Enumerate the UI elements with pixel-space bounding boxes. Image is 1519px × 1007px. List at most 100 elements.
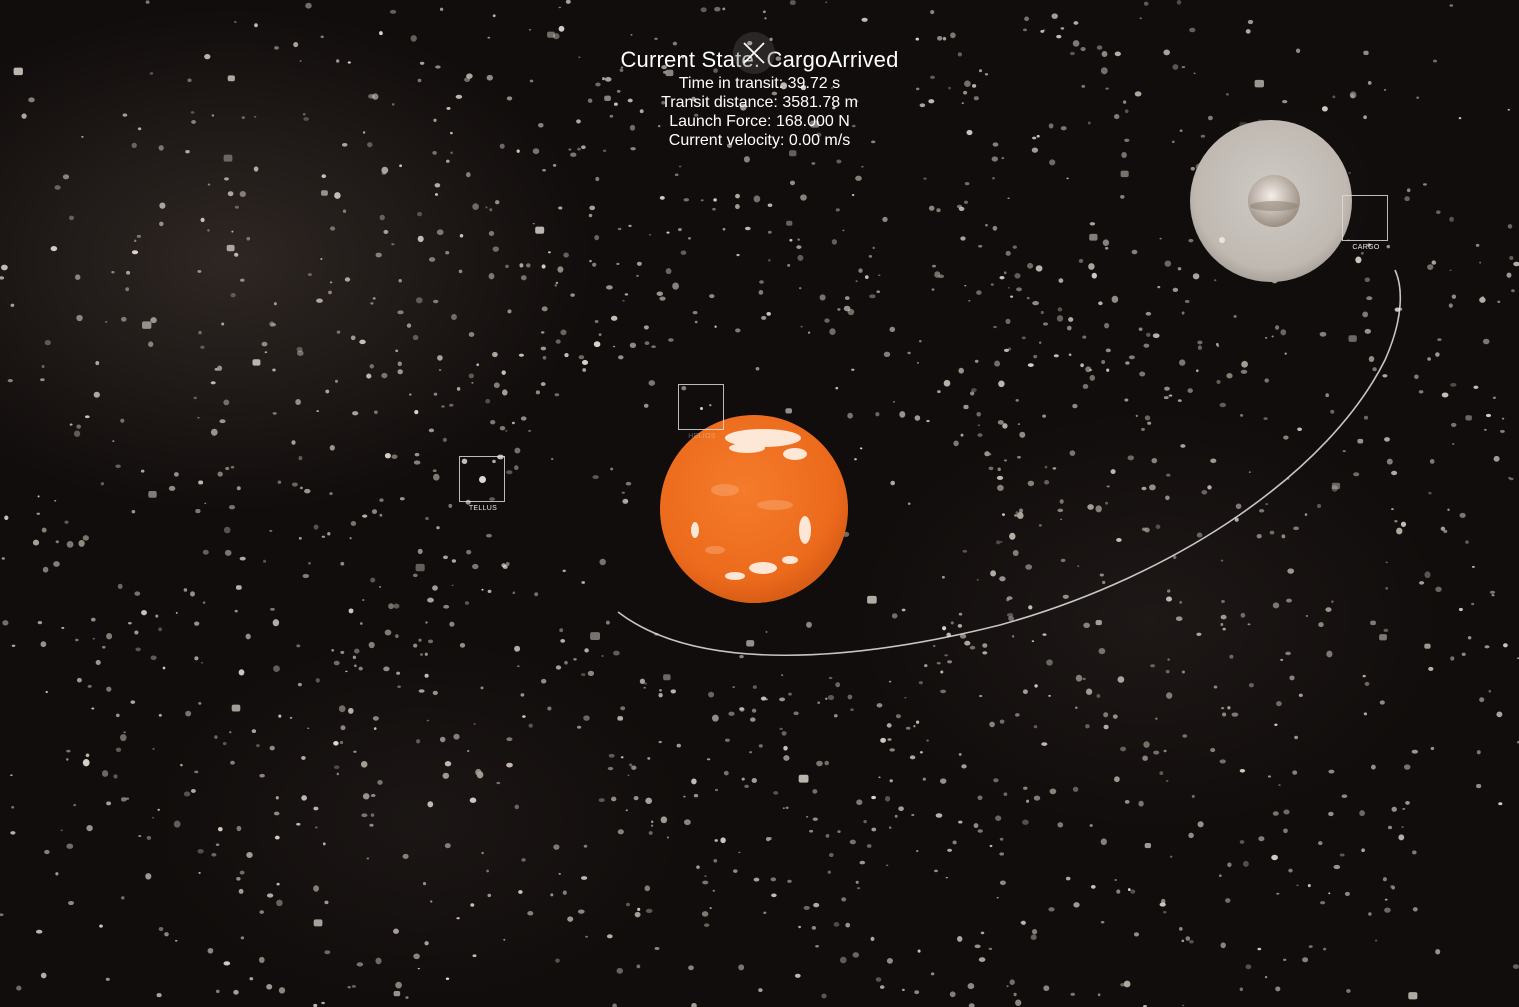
asteroid xyxy=(1396,527,1403,535)
asteroid xyxy=(1017,512,1024,520)
asteroid xyxy=(66,749,71,753)
asteroid xyxy=(417,78,422,83)
bright-star xyxy=(963,404,969,410)
cargo-marker[interactable]: CARGO xyxy=(1342,195,1388,251)
asteroid xyxy=(54,499,57,502)
asteroid xyxy=(352,411,359,416)
bright-star xyxy=(1357,438,1364,444)
asteroid xyxy=(709,404,712,407)
asteroid xyxy=(828,852,834,858)
asteroid xyxy=(1101,50,1108,58)
asteroid xyxy=(1318,622,1324,628)
asteroid xyxy=(164,932,169,937)
asteroid xyxy=(1167,658,1170,661)
asteroid xyxy=(137,127,142,131)
asteroid xyxy=(1143,1004,1147,1007)
asteroid xyxy=(780,82,788,90)
asteroid xyxy=(334,192,341,199)
asteroid xyxy=(976,578,979,581)
asteroid xyxy=(204,502,207,505)
asteroid xyxy=(864,275,869,279)
asteroid xyxy=(1323,947,1327,951)
asteroid xyxy=(738,851,741,854)
asteroid xyxy=(1134,91,1142,97)
asteroid xyxy=(1367,243,1371,247)
asteroid xyxy=(1059,499,1064,504)
asteroid xyxy=(1242,860,1249,867)
asteroid xyxy=(592,262,597,267)
asteroid xyxy=(458,269,463,274)
asteroid xyxy=(691,778,697,785)
asteroid xyxy=(1181,939,1185,943)
asteroid xyxy=(741,777,745,781)
destination-planet[interactable] xyxy=(1180,110,1370,300)
asteroid xyxy=(547,706,552,711)
asteroid xyxy=(1284,352,1287,355)
asteroid xyxy=(1181,66,1186,69)
asteroid xyxy=(453,733,460,740)
asteroid xyxy=(928,99,935,104)
asteroid xyxy=(1280,329,1287,336)
asteroid xyxy=(1404,196,1410,202)
asteroid xyxy=(104,321,108,323)
asteroid xyxy=(706,758,711,761)
asteroid xyxy=(829,328,836,336)
asteroid xyxy=(1498,802,1503,806)
close-button[interactable] xyxy=(733,32,775,74)
asteroid xyxy=(372,93,379,100)
asteroid xyxy=(492,351,498,358)
asteroid xyxy=(1509,477,1514,481)
asteroid xyxy=(227,191,234,197)
asteroid xyxy=(197,416,200,419)
asteroid xyxy=(215,989,220,994)
asteroid xyxy=(445,250,450,255)
asteroid xyxy=(712,889,716,892)
asteroid xyxy=(659,296,666,301)
sun[interactable] xyxy=(655,410,855,610)
asteroid xyxy=(379,214,385,221)
asteroid xyxy=(1144,415,1151,421)
asteroid xyxy=(647,756,651,760)
asteroid xyxy=(449,621,455,627)
asteroid xyxy=(140,469,145,473)
asteroid xyxy=(115,464,121,468)
asteroid xyxy=(37,495,40,498)
asteroid xyxy=(681,56,685,59)
asteroid xyxy=(779,727,783,731)
asteroid xyxy=(465,172,471,178)
bright-star xyxy=(665,69,674,77)
asteroid xyxy=(948,86,951,90)
asteroid xyxy=(558,206,563,210)
asteroid xyxy=(10,774,13,777)
asteroid xyxy=(1085,366,1092,373)
sun-marker[interactable]: HELIOS xyxy=(678,384,724,440)
asteroid xyxy=(391,243,395,246)
bright-star xyxy=(148,491,157,498)
asteroid xyxy=(856,799,863,806)
asteroid xyxy=(351,984,356,988)
asteroid xyxy=(245,633,251,640)
asteroid xyxy=(1219,759,1226,764)
asteroid xyxy=(234,252,239,257)
asteroid xyxy=(625,481,632,486)
asteroid xyxy=(630,33,633,36)
asteroid xyxy=(766,312,771,316)
asteroid xyxy=(1103,724,1109,730)
asteroid xyxy=(982,643,988,648)
asteroid xyxy=(934,869,938,873)
asteroid xyxy=(1181,670,1185,674)
asteroid xyxy=(1030,934,1037,940)
asteroid xyxy=(1176,0,1182,5)
asteroid xyxy=(550,458,554,460)
asteroid xyxy=(1412,907,1418,912)
asteroid xyxy=(1026,296,1030,300)
asteroid xyxy=(0,276,5,280)
asteroid xyxy=(320,35,324,39)
asteroid xyxy=(307,273,312,276)
asteroid xyxy=(683,198,690,202)
asteroid xyxy=(764,17,767,20)
asteroid xyxy=(1225,898,1231,903)
tellus-marker[interactable]: TELLUS xyxy=(459,456,505,512)
asteroid xyxy=(1040,30,1045,33)
